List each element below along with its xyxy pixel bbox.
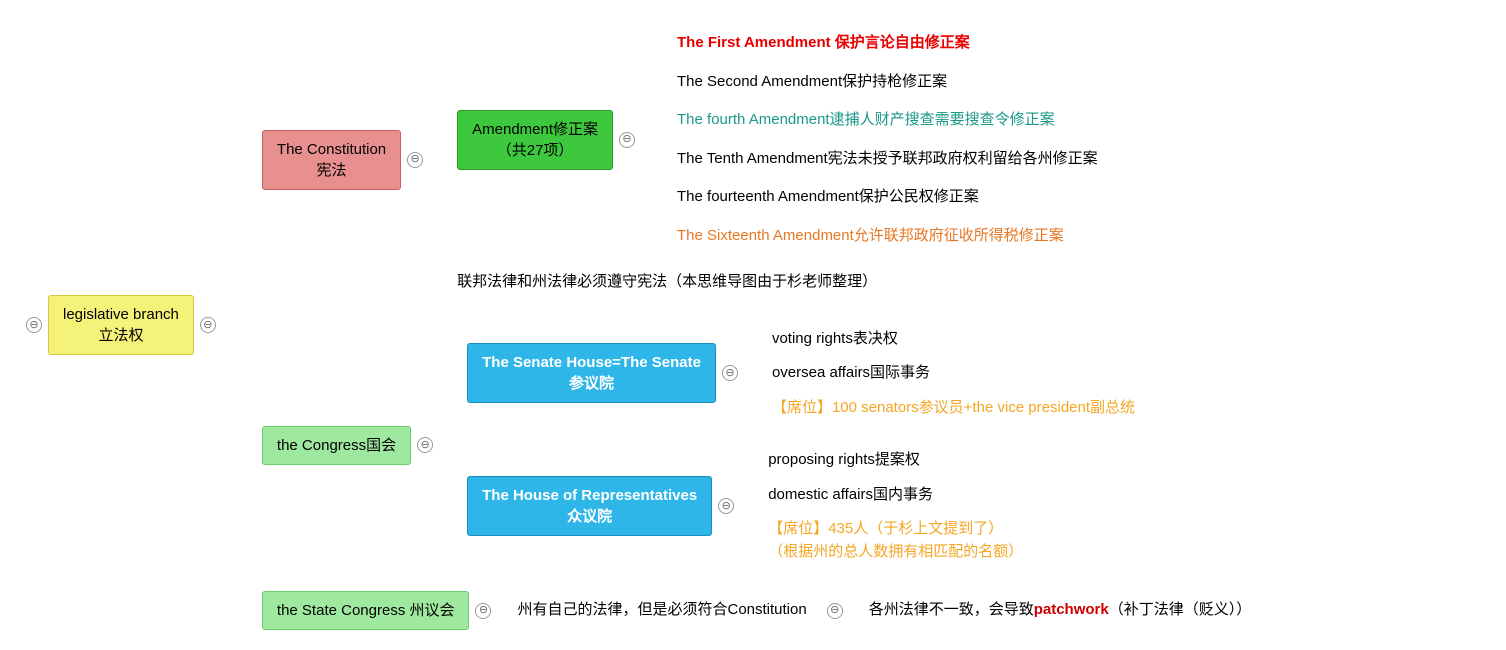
amendment-line2: （共27项） bbox=[497, 142, 574, 159]
root-node[interactable]: legislative branch 立法权 bbox=[48, 295, 194, 355]
connector bbox=[429, 20, 457, 300]
amendment-line1: Amendment修正案 bbox=[472, 121, 598, 138]
toggle-icon[interactable]: ⊖ bbox=[475, 603, 491, 619]
root-line1: legislative branch bbox=[63, 306, 179, 323]
congress-label: the Congress国会 bbox=[277, 437, 396, 454]
toggle-icon[interactable]: ⊖ bbox=[718, 498, 734, 514]
amendment-item: The fourth Amendment逮捕人财产搜查需要搜查令修正案 bbox=[677, 107, 1098, 134]
state-leaf-pre: 各州法律不一致，会导致 bbox=[869, 601, 1034, 618]
toggle-icon[interactable]: ⊖ bbox=[26, 317, 42, 333]
connector bbox=[641, 24, 677, 255]
senate-line2: 参议院 bbox=[569, 375, 614, 392]
toggle-icon[interactable]: ⊖ bbox=[619, 132, 635, 148]
state-branch: the State Congress 州议会 ⊖ 州有自己的法律，但是必须符合C… bbox=[262, 591, 1251, 630]
mindmap-root: ⊖ legislative branch 立法权 ⊖ The Constitut… bbox=[0, 0, 1506, 650]
senate-item: voting rights表决权 bbox=[772, 326, 1135, 353]
state-node[interactable]: the State Congress 州议会 bbox=[262, 591, 470, 630]
connector bbox=[497, 591, 517, 630]
amendment-item: The Sixteenth Amendment允许联邦政府征收所得税修正案 bbox=[677, 223, 1098, 250]
root-line2: 立法权 bbox=[98, 327, 143, 344]
toggle-icon[interactable]: ⊖ bbox=[407, 152, 423, 168]
house-item: domestic affairs国内事务 bbox=[768, 482, 1023, 509]
amendment-item: The Second Amendment保护持枪修正案 bbox=[677, 69, 1098, 96]
state-label: the State Congress 州议会 bbox=[277, 602, 455, 619]
amendment-list: The First Amendment 保护言论自由修正案 The Second … bbox=[677, 24, 1098, 255]
state-note: 州有自己的法律，但是必须符合Constitution bbox=[517, 597, 806, 624]
toggle-icon[interactable]: ⊖ bbox=[200, 317, 216, 333]
house-line1: The House of Representatives bbox=[482, 487, 697, 504]
amendment-item: The fourteenth Amendment保护公民权修正案 bbox=[677, 184, 1098, 211]
amendment-item: The Tenth Amendment宪法未授予联邦政府权利留给各州修正案 bbox=[677, 146, 1098, 173]
constitution-line2: 宪法 bbox=[317, 162, 347, 179]
connector bbox=[744, 322, 772, 426]
senate-list: voting rights表决权 oversea affairs国际事务【席位】1… bbox=[772, 322, 1135, 426]
level1-children: The Constitution 宪法 ⊖ Amendment修正案 （共27项… bbox=[262, 20, 1251, 630]
senate-node[interactable]: The Senate House=The Senate 参议院 bbox=[467, 343, 716, 403]
state-leaf-highlight: patchwork bbox=[1034, 601, 1109, 618]
state-leaf: 各州法律不一致，会导致patchwork（补丁法律（贬义）） bbox=[869, 597, 1252, 624]
congress-branch: the Congress国会 ⊖ The Senate House=The Se… bbox=[262, 318, 1251, 574]
toggle-icon[interactable]: ⊖ bbox=[722, 365, 738, 381]
house-list: proposing rights提案权 domestic affairs国内事务【… bbox=[768, 443, 1023, 569]
house-row: The House of Representatives 众议院 ⊖ propo… bbox=[467, 443, 1135, 569]
constitution-note: 联邦法律和州法律必须遵守宪法（本思维导图由于杉老师整理） bbox=[457, 269, 877, 296]
senate-item: 【席位】100 senators参议员+the vice president副总… bbox=[772, 395, 1135, 422]
connector bbox=[439, 318, 467, 574]
amendment-node[interactable]: Amendment修正案 （共27项） bbox=[457, 110, 613, 170]
senate-item: oversea affairs国际事务 bbox=[772, 360, 1135, 387]
house-node[interactable]: The House of Representatives 众议院 bbox=[467, 476, 712, 536]
toggle-icon[interactable]: ⊖ bbox=[417, 437, 433, 453]
amendment-item: The First Amendment 保护言论自由修正案 bbox=[677, 30, 1098, 57]
house-line2: 众议院 bbox=[567, 508, 612, 525]
connector bbox=[740, 443, 768, 569]
connector bbox=[222, 20, 262, 630]
house-item: proposing rights提案权 bbox=[768, 447, 1023, 474]
connector bbox=[849, 591, 869, 630]
congress-node[interactable]: the Congress国会 bbox=[262, 426, 411, 465]
amendment-row: Amendment修正案 （共27项） ⊖ bbox=[457, 24, 1098, 255]
constitution-branch: The Constitution 宪法 ⊖ Amendment修正案 （共27项… bbox=[262, 20, 1251, 300]
house-item: 【席位】435人（于杉上文提到了）（根据州的总人数拥有相匹配的名额） bbox=[768, 516, 1023, 565]
constitution-line1: The Constitution bbox=[277, 141, 386, 158]
state-leaf-post: （补丁法律（贬义）） bbox=[1109, 601, 1252, 618]
constitution-note-row: 联邦法律和州法律必须遵守宪法（本思维导图由于杉老师整理） bbox=[457, 269, 1098, 296]
senate-row: The Senate House=The Senate 参议院 ⊖ voting… bbox=[467, 322, 1135, 426]
toggle-icon[interactable]: ⊖ bbox=[827, 603, 843, 619]
senate-line1: The Senate House=The Senate bbox=[482, 354, 701, 371]
constitution-node[interactable]: The Constitution 宪法 bbox=[262, 130, 401, 190]
